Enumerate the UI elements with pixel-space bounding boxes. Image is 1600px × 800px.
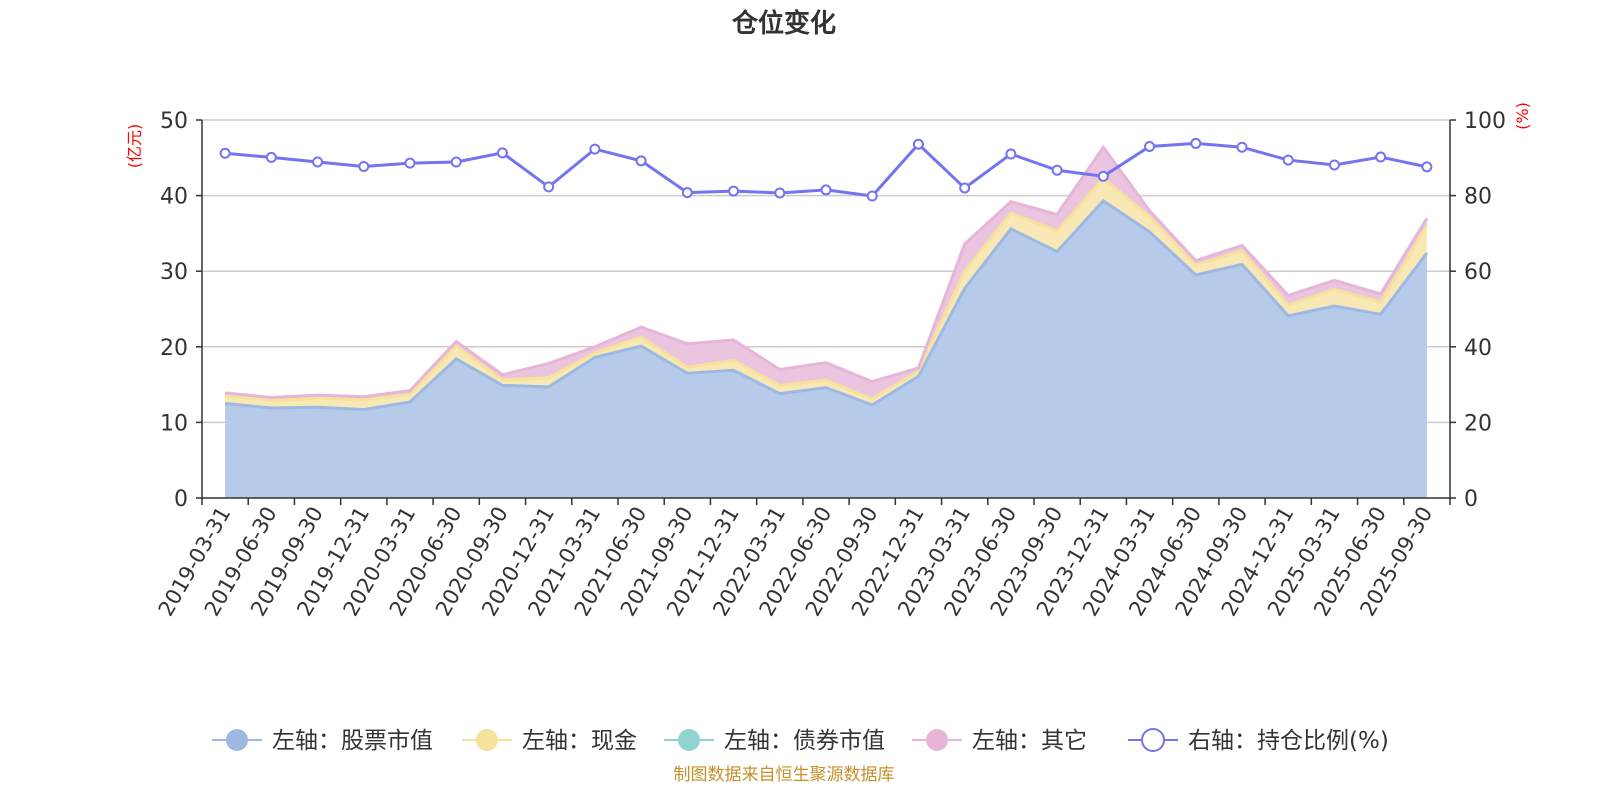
- legend-label: 右轴：持仓比例(%): [1188, 728, 1389, 754]
- ratio-point: [820, 184, 832, 196]
- legend-marker: [926, 729, 948, 751]
- ratio-point: [450, 156, 462, 168]
- holding-ratio-line: [219, 137, 1433, 202]
- ratio-point: [543, 181, 555, 193]
- ratio-point: [404, 157, 416, 169]
- ratio-point: [265, 151, 277, 163]
- area-edge-line: [224, 144, 1429, 399]
- ratio-point: [496, 147, 508, 159]
- ratio-point: [959, 182, 971, 194]
- ratio-point: [1421, 161, 1433, 173]
- ratio-point: [312, 156, 324, 168]
- left-tick-label: 0: [174, 487, 188, 512]
- left-tick-label: 30: [160, 260, 188, 285]
- ratio-point: [1236, 141, 1248, 153]
- ratio-point: [912, 138, 924, 150]
- right-tick-label: 60: [1464, 260, 1492, 285]
- area-edge-line: [224, 176, 1429, 402]
- legend-label: 左轴：其它: [972, 728, 1087, 754]
- left-tick-label: 40: [160, 185, 188, 210]
- left-tick-label: 50: [160, 109, 188, 134]
- ratio-point: [635, 155, 647, 167]
- ratio-point: [1282, 154, 1294, 166]
- left-tick-label: 10: [160, 411, 188, 436]
- right-tick-label: 40: [1464, 336, 1492, 361]
- area-fill: [225, 200, 1427, 498]
- right-tick-label: 100: [1464, 109, 1506, 134]
- ratio-point: [1144, 140, 1156, 152]
- ratio-point: [1097, 170, 1109, 182]
- legend-label: 左轴：现金: [522, 728, 637, 754]
- source-note: 制图数据来自恒生聚源数据库: [674, 765, 895, 785]
- chart-title: 仓位变化: [731, 8, 836, 39]
- ratio-point: [1190, 137, 1202, 149]
- stacked-areas: [224, 144, 1429, 498]
- left-axis-unit: (亿元): [125, 124, 144, 169]
- ratio-point: [1051, 164, 1063, 176]
- ratio-point: [1375, 151, 1387, 163]
- ratio-point: [1005, 148, 1017, 160]
- ratio-point: [219, 147, 231, 159]
- legend: 左轴：股票市值 左轴：现金 左轴：债券市值 左轴：其它 右轴：持仓比例(%): [212, 728, 1389, 754]
- legend-label: 左轴：股票市值: [272, 728, 433, 754]
- ratio-point: [1328, 159, 1340, 171]
- legend-label: 左轴：债券市值: [724, 728, 885, 754]
- legend-marker: [678, 729, 700, 751]
- legend-marker: [1141, 728, 1165, 752]
- ratio-point: [728, 185, 740, 197]
- right-tick-label: 0: [1464, 487, 1478, 512]
- right-tick-label: 80: [1464, 185, 1492, 210]
- right-axis-unit: (%): [1513, 102, 1532, 130]
- ratio-point: [866, 190, 878, 202]
- left-tick-label: 20: [160, 336, 188, 361]
- ratio-point: [681, 187, 693, 199]
- ratio-point: [589, 143, 601, 155]
- area-edge-line: [224, 198, 1429, 412]
- ratio-point: [358, 160, 370, 172]
- ratio-point: [774, 187, 786, 199]
- right-tick-label: 20: [1464, 411, 1492, 436]
- legend-marker: [476, 729, 498, 751]
- legend-marker: [226, 729, 248, 751]
